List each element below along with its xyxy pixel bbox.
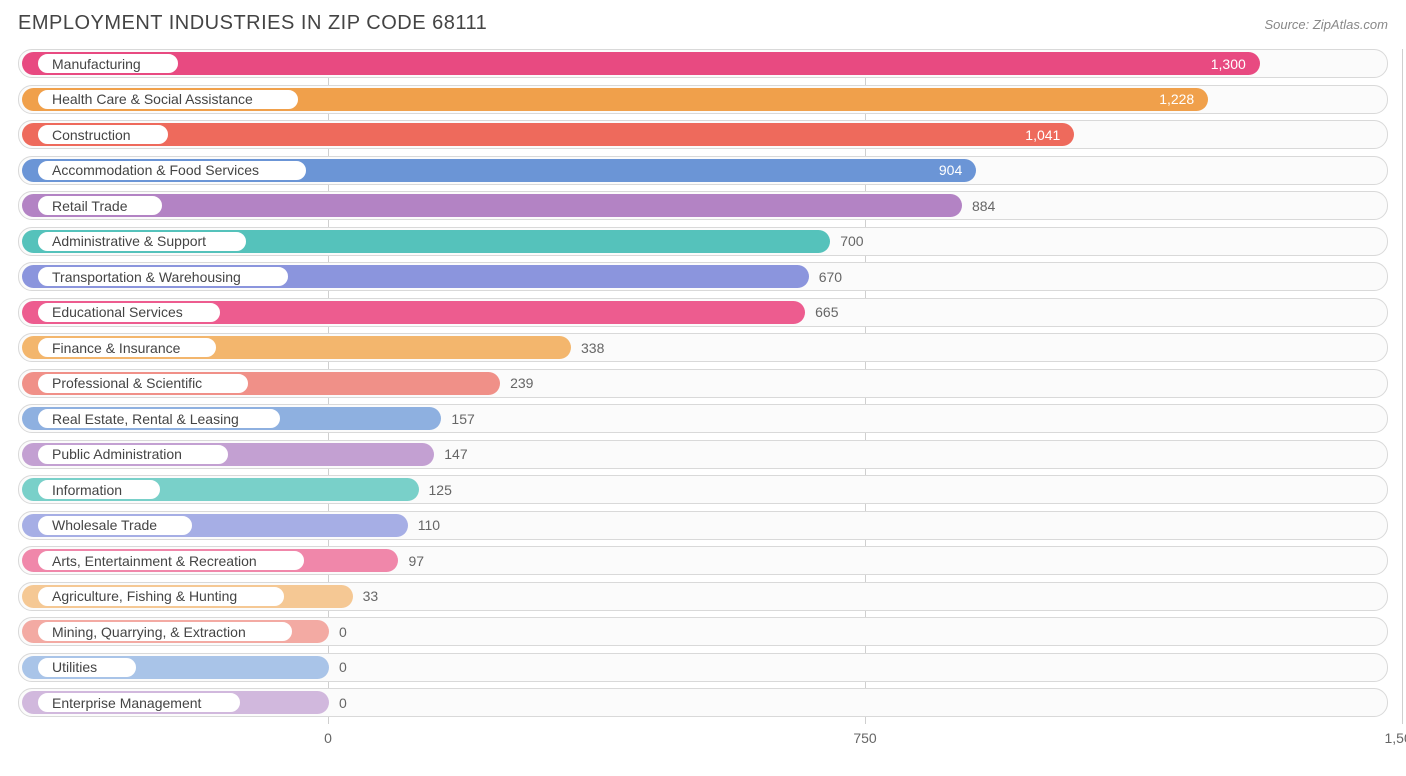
category-label: Transportation & Warehousing [52, 269, 241, 285]
category-pill: Retail Trade [37, 195, 163, 216]
bar-row: Health Care & Social Assistance1,228 [18, 85, 1388, 114]
category-label: Finance & Insurance [52, 340, 180, 356]
category-pill: Professional & Scientific [37, 373, 249, 394]
category-label: Utilities [52, 659, 97, 675]
category-label: Enterprise Management [52, 695, 201, 711]
x-axis-tick-label: 750 [853, 730, 876, 746]
bar-row: Transportation & Warehousing 670 [18, 262, 1388, 291]
x-axis: 07501,500 [18, 728, 1388, 752]
x-axis-tick-label: 0 [324, 730, 332, 746]
category-label: Professional & Scientific [52, 375, 202, 391]
value-label: 239 [500, 370, 533, 397]
value-label: 338 [571, 334, 604, 361]
category-pill: Agriculture, Fishing & Hunting [37, 586, 285, 607]
bar-row: Enterprise Management 0 [18, 688, 1388, 717]
category-label: Retail Trade [52, 198, 127, 214]
bar-row: Accommodation & Food Services904 [18, 156, 1388, 185]
value-label: 700 [830, 228, 863, 255]
bar-row: Arts, Entertainment & Recreation 97 [18, 546, 1388, 575]
category-label: Arts, Entertainment & Recreation [52, 553, 257, 569]
category-label: Agriculture, Fishing & Hunting [52, 588, 237, 604]
value-label: 0 [329, 689, 347, 716]
value-label: 904 [19, 157, 976, 184]
plot-area: Manufacturing1,300 Health Care & Social A… [18, 49, 1388, 724]
bar-row: Mining, Quarrying, & Extraction 0 [18, 617, 1388, 646]
value-label: 1,228 [19, 86, 1208, 113]
category-pill: Administrative & Support [37, 231, 247, 252]
category-pill: Transportation & Warehousing [37, 266, 289, 287]
source-attribution: Source: ZipAtlas.com [1264, 17, 1388, 32]
bar-row: Agriculture, Fishing & Hunting 33 [18, 582, 1388, 611]
gridline [1402, 49, 1403, 724]
category-pill: Real Estate, Rental & Leasing [37, 408, 281, 429]
bar-row: Information 125 [18, 475, 1388, 504]
category-pill: Mining, Quarrying, & Extraction [37, 621, 293, 642]
category-pill: Arts, Entertainment & Recreation [37, 550, 305, 571]
bar-row: Retail Trade 884 [18, 191, 1388, 220]
source-prefix: Source: [1264, 17, 1312, 32]
bar-row: Professional & Scientific 239 [18, 369, 1388, 398]
bar-row: Manufacturing1,300 [18, 49, 1388, 78]
value-label: 125 [419, 476, 452, 503]
category-pill: Information [37, 479, 161, 500]
value-label: 157 [441, 405, 474, 432]
bar-row: Administrative & Support 700 [18, 227, 1388, 256]
category-label: Information [52, 482, 122, 498]
bar-row: Utilities 0 [18, 653, 1388, 682]
bar-row: Real Estate, Rental & Leasing 157 [18, 404, 1388, 433]
category-pill: Finance & Insurance [37, 337, 217, 358]
header: EMPLOYMENT INDUSTRIES IN ZIP CODE 68111 … [18, 12, 1388, 35]
bar-row: Educational Services 665 [18, 298, 1388, 327]
value-label: 884 [962, 192, 995, 219]
category-label: Mining, Quarrying, & Extraction [52, 624, 246, 640]
category-label: Educational Services [52, 304, 183, 320]
category-pill: Enterprise Management [37, 692, 241, 713]
value-label: 665 [805, 299, 838, 326]
bar-row: Public Administration 147 [18, 440, 1388, 469]
value-label: 110 [408, 512, 440, 539]
chart-title: EMPLOYMENT INDUSTRIES IN ZIP CODE 68111 [18, 12, 487, 35]
category-label: Administrative & Support [52, 233, 206, 249]
value-label: 33 [353, 583, 379, 610]
value-label: 0 [329, 618, 347, 645]
value-label: 147 [434, 441, 467, 468]
category-pill: Wholesale Trade [37, 515, 193, 536]
source-name: ZipAtlas.com [1313, 17, 1388, 32]
category-label: Real Estate, Rental & Leasing [52, 411, 239, 427]
bar-row: Construction1,041 [18, 120, 1388, 149]
value-label: 1,300 [19, 50, 1260, 77]
bar-row: Finance & Insurance 338 [18, 333, 1388, 362]
value-label: 1,041 [19, 121, 1074, 148]
category-pill: Educational Services [37, 302, 221, 323]
value-label: 670 [809, 263, 842, 290]
bar-row: Wholesale Trade 110 [18, 511, 1388, 540]
chart-container: EMPLOYMENT INDUSTRIES IN ZIP CODE 68111 … [0, 0, 1406, 776]
category-label: Wholesale Trade [52, 517, 157, 533]
category-label: Public Administration [52, 446, 182, 462]
x-axis-tick-label: 1,500 [1384, 730, 1406, 746]
value-label: 0 [329, 654, 347, 681]
category-pill: Utilities [37, 657, 137, 678]
value-label: 97 [398, 547, 424, 574]
category-pill: Public Administration [37, 444, 229, 465]
